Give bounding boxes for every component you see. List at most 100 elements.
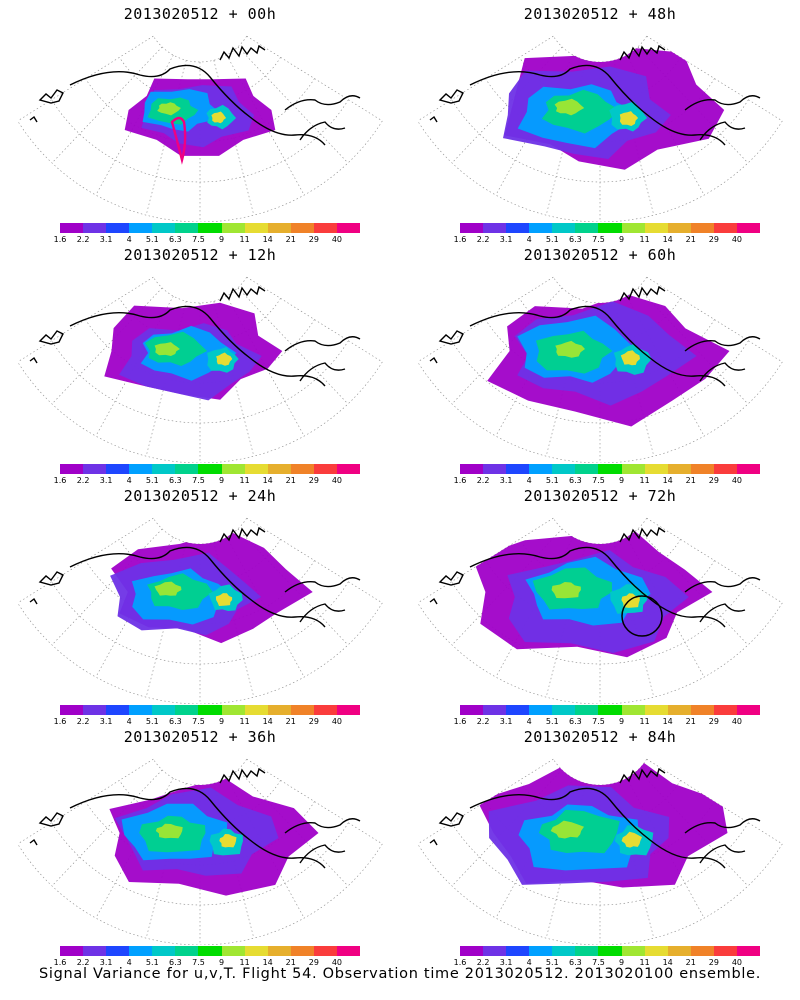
- colorbar-tick-label: 4: [526, 958, 532, 967]
- colorbar-tick-label: 3.1: [99, 717, 113, 726]
- colorbar-swatch: [713, 223, 737, 233]
- colorbar-tick-label: 21: [285, 958, 296, 967]
- colorbar-swatch: [644, 946, 668, 956]
- colorbar-tick-label: 3.1: [99, 476, 113, 485]
- colorbar-swatch: [690, 946, 714, 956]
- colorbar-swatch: [175, 705, 199, 715]
- colorbar-swatch: [106, 705, 130, 715]
- colorbar-tick-label: 21: [685, 717, 696, 726]
- colorbar-swatch: [552, 464, 576, 474]
- map-panel-2: 2013020512 + 12h 1.6 2.2 3.1 4 5.1 6.3 7.5 9 11 14…: [0, 241, 400, 486]
- colorbar-tick-label: 40: [731, 717, 743, 726]
- colorbar-tick-label: 3.1: [99, 235, 113, 244]
- colorbar-swatch: [244, 946, 268, 956]
- colorbar-tick-label: 7.5: [192, 235, 205, 244]
- colorbar-tick-label: 6.3: [169, 958, 182, 967]
- colorbar-swatch: [313, 464, 337, 474]
- colorbar-tick-label: 5.1: [545, 235, 559, 244]
- colorbar-swatch: [529, 223, 553, 233]
- colorbar-tick-label: 7.5: [592, 235, 605, 244]
- colorbar-tick-label: 11: [239, 717, 250, 726]
- colorbar-swatch: [313, 223, 337, 233]
- colorbar-tick-label: 1.6: [53, 717, 67, 726]
- colorbar-tick-label: 1.6: [453, 235, 467, 244]
- colorbar-swatch: [506, 946, 530, 956]
- colorbar-tick-label: 4: [126, 958, 132, 967]
- colorbar-tick-label: 4: [526, 717, 532, 726]
- colorbar: [460, 705, 761, 715]
- colorbar-swatch: [313, 705, 337, 715]
- colorbar-tick-label: 3.1: [499, 958, 513, 967]
- colorbar-swatch: [221, 946, 245, 956]
- polar-map: [417, 517, 783, 704]
- colorbar-swatch: [198, 946, 222, 956]
- map-panel-6: 2013020512 + 36h 1.6 2.2 3.1 4 5.1 6.3 7.5 9 11 14…: [0, 723, 400, 968]
- colorbar-swatch: [483, 705, 507, 715]
- colorbar-tick-label: 29: [708, 476, 719, 485]
- colorbar-swatch: [460, 464, 484, 474]
- colorbar-swatch: [644, 705, 668, 715]
- colorbar-swatch: [598, 464, 622, 474]
- colorbar-tick-label: 14: [262, 476, 273, 485]
- colorbar-tick-label: 14: [662, 235, 673, 244]
- colorbar-tick-label: 1.6: [53, 235, 67, 244]
- colorbar-swatch: [267, 464, 291, 474]
- panel-title: 2013020512 + 48h: [523, 5, 677, 23]
- colorbar-swatch: [575, 946, 599, 956]
- colorbar-swatch: [313, 946, 337, 956]
- variance-field: [104, 302, 283, 401]
- colorbar-swatch: [598, 946, 622, 956]
- colorbar-tick-label: 14: [662, 717, 673, 726]
- map-panel-4: 2013020512 + 24h 1.6 2.2 3.1 4 5.1 6.3 7.5 9 11 14…: [0, 482, 400, 727]
- colorbar-tick-label: 6.3: [169, 717, 182, 726]
- colorbar-tick-label: 5.1: [545, 958, 559, 967]
- coastline: [29, 285, 361, 387]
- colorbar-swatch: [667, 464, 691, 474]
- colorbar: [60, 464, 361, 474]
- colorbar-tick-label: 14: [662, 958, 673, 967]
- colorbar-swatch: [152, 223, 176, 233]
- colorbar-swatch: [621, 705, 645, 715]
- variance-field: [109, 777, 319, 896]
- colorbar-tick-label: 11: [639, 717, 650, 726]
- colorbar-tick-label: 9: [618, 958, 625, 967]
- coastline: [29, 44, 361, 146]
- colorbar-swatch: [244, 705, 268, 715]
- polar-map: [417, 276, 783, 463]
- colorbar-tick-label: 5.1: [545, 717, 559, 726]
- colorbar-tick-label: 6.3: [569, 717, 582, 726]
- colorbar-tick-label: 40: [331, 717, 343, 726]
- colorbar-tick-label: 7.5: [592, 717, 605, 726]
- colorbar-tick-label: 2.2: [76, 476, 90, 485]
- colorbar-swatch: [152, 705, 176, 715]
- colorbar-swatch: [290, 946, 314, 956]
- colorbar-tick-label: 29: [308, 476, 319, 485]
- colorbar-tick-label: 14: [262, 717, 273, 726]
- colorbar-tick-label: 1.6: [453, 476, 467, 485]
- colorbar-swatch: [690, 464, 714, 474]
- colorbar-swatch: [106, 946, 130, 956]
- colorbar-tick-label: 14: [262, 235, 273, 244]
- colorbar-swatch: [736, 705, 761, 715]
- colorbar-swatch: [60, 705, 84, 715]
- colorbar-tick-label: 9: [618, 235, 625, 244]
- colorbar-tick-label: 7.5: [192, 476, 205, 485]
- colorbar-swatch: [83, 464, 107, 474]
- colorbar-tick-label: 11: [639, 235, 650, 244]
- colorbar-swatch: [175, 464, 199, 474]
- colorbar-swatch: [106, 464, 130, 474]
- colorbar-tick-label: 4: [526, 476, 532, 485]
- panel-title: 2013020512 + 00h: [123, 5, 277, 23]
- colorbar-tick-label: 9: [618, 476, 625, 485]
- colorbar-swatch: [129, 223, 153, 233]
- colorbar-tick-label: 40: [731, 958, 743, 967]
- colorbar-tick-label: 1.6: [53, 476, 67, 485]
- colorbar-swatch: [106, 223, 130, 233]
- coastline: [29, 767, 361, 869]
- map-panel-3: 2013020512 + 60h 1.6 2.2 3.1 4 5.1 6.3 7.5 9 11 14…: [400, 241, 800, 486]
- colorbar-tick-label: 3.1: [499, 717, 513, 726]
- colorbar-swatch: [175, 946, 199, 956]
- colorbar-swatch: [198, 705, 222, 715]
- colorbar: [460, 946, 761, 956]
